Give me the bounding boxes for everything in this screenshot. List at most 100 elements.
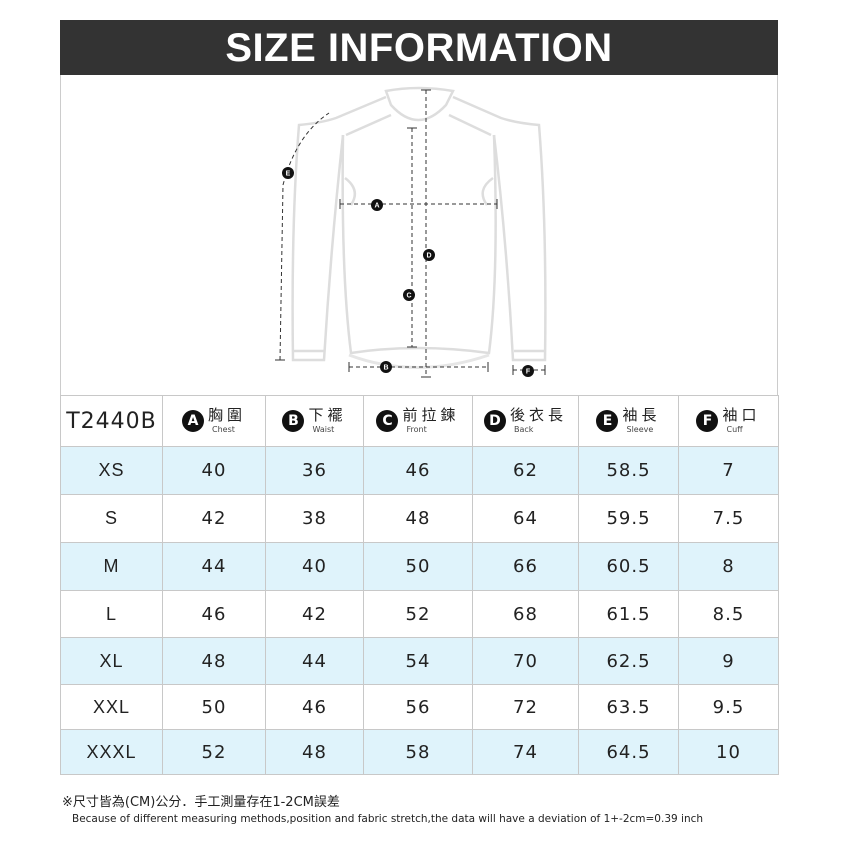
measurement-cell: 38 (265, 494, 364, 543)
measurement-cell: 50 (363, 542, 473, 591)
size-label: XL (60, 637, 163, 685)
model-code: T2440B (60, 395, 163, 447)
measurement-cell: 48 (162, 637, 266, 685)
measurement-cell: 48 (265, 729, 364, 775)
letter-f-icon: F (696, 410, 719, 432)
col-label: 胸圍 (207, 406, 246, 424)
col-cuff: F 袖口 Cuff (678, 395, 779, 447)
measurement-cell: 42 (265, 590, 364, 638)
svg-text:A: A (374, 203, 379, 210)
marker-f: F (522, 365, 534, 377)
col-label: 下襬 (308, 406, 347, 424)
col-sublabel: Back (513, 425, 534, 434)
col-label: 袖口 (722, 406, 761, 424)
col-label: 前拉鍊 (402, 406, 460, 424)
svg-text:C: C (406, 293, 411, 300)
measurement-cell: 50 (162, 684, 266, 730)
measurement-cell: 44 (162, 542, 266, 591)
letter-b-icon: B (282, 410, 305, 432)
measurement-cell: 42 (162, 494, 266, 543)
table-row: L 46 42 52 68 61.5 8.5 (60, 590, 779, 638)
table-row: XXL 50 46 56 72 63.5 9.5 (60, 684, 779, 730)
letter-e-icon: E (596, 410, 619, 432)
svg-text:E: E (286, 171, 291, 178)
measurement-cell: 7 (678, 446, 779, 495)
marker-e: E (282, 167, 294, 179)
jacket-diagram: A B C D E F (60, 75, 778, 395)
measurement-cell: 72 (472, 684, 579, 730)
measurement-cell: 40 (162, 446, 266, 495)
marker-c: C (403, 289, 415, 301)
measurement-cell: 62 (472, 446, 579, 495)
col-sleeve: E 袖長 Sleeve (578, 395, 679, 447)
col-label: 後衣長 (509, 406, 567, 424)
measurement-cell: 52 (162, 729, 266, 775)
svg-text:F: F (526, 369, 531, 376)
letter-c-icon: C (376, 410, 399, 432)
measurement-cell: 7.5 (678, 494, 779, 543)
measurement-cell: 56 (363, 684, 473, 730)
table-row: S 42 38 48 64 59.5 7.5 (60, 494, 779, 543)
measurement-cell: 40 (265, 542, 364, 591)
measurement-cell: 66 (472, 542, 579, 591)
jacket-illustration: A B C D E F (275, 86, 547, 378)
size-table: T2440B A 胸圍 Chest B 下襬 Waist C 前拉鍊 Front D 後衣長 B… (60, 395, 779, 775)
measurement-cell: 8.5 (678, 590, 779, 638)
measurement-cell: 46 (265, 684, 364, 730)
col-sublabel: Sleeve (626, 425, 654, 434)
table-row: XL 48 44 54 70 62.5 9 (60, 637, 779, 685)
note-zh: ※尺寸皆為(CM)公分．手工測量存在1-2CM誤差 (62, 795, 340, 810)
page-title: SIZE INFORMATION (60, 20, 778, 75)
size-label: L (60, 590, 163, 638)
table-header: T2440B A 胸圍 Chest B 下襬 Waist C 前拉鍊 Front D 後衣長 B… (60, 395, 779, 447)
measurement-cell: 59.5 (578, 494, 679, 543)
col-front: C 前拉鍊 Front (363, 395, 473, 447)
note-en: Because of different measuring methods,p… (72, 813, 704, 825)
col-sublabel: Chest (211, 425, 235, 434)
measurement-cell: 48 (363, 494, 473, 543)
col-chest: A 胸圍 Chest (162, 395, 266, 447)
measurement-cell: 58.5 (578, 446, 679, 495)
measurement-cell: 46 (363, 446, 473, 495)
letter-d-icon: D (483, 410, 506, 432)
measurement-cell: 10 (678, 729, 779, 775)
svg-text:B: B (383, 365, 388, 372)
col-label: 袖長 (622, 406, 661, 424)
measurement-cell: 46 (162, 590, 266, 638)
measurement-cell: 58 (363, 729, 473, 775)
measurement-cell: 64 (472, 494, 579, 543)
measurement-cell: 36 (265, 446, 364, 495)
col-sublabel: Waist (312, 425, 335, 434)
measurement-cell: 8 (678, 542, 779, 591)
measurement-cell: 9.5 (678, 684, 779, 730)
size-label: XXL (60, 684, 163, 730)
measurement-cell: 52 (363, 590, 473, 638)
table-row: XS 40 36 46 62 58.5 7 (60, 446, 779, 495)
measurement-cell: 54 (363, 637, 473, 685)
measurement-cell: 63.5 (578, 684, 679, 730)
col-waist: B 下襬 Waist (265, 395, 364, 447)
measurement-cell: 74 (472, 729, 579, 775)
marker-d: D (423, 249, 435, 261)
measurement-cell: 61.5 (578, 590, 679, 638)
size-label: XXXL (60, 729, 163, 775)
measurement-cell: 62.5 (578, 637, 679, 685)
measurement-cell: 64.5 (578, 729, 679, 775)
measurement-cell: 68 (472, 590, 579, 638)
svg-text:D: D (426, 253, 431, 260)
table-row: M 44 40 50 66 60.5 8 (60, 542, 779, 591)
measurement-cell: 70 (472, 637, 579, 685)
marker-b: B (380, 361, 392, 373)
col-back: D 後衣長 Back (472, 395, 579, 447)
col-sublabel: Cuff (726, 425, 743, 434)
measurement-cell: 44 (265, 637, 364, 685)
marker-a: A (371, 199, 383, 211)
table-row: XXXL 52 48 58 74 64.5 10 (60, 729, 779, 775)
col-sublabel: Front (406, 425, 427, 434)
size-label: XS (60, 446, 163, 495)
size-label: M (60, 542, 163, 591)
size-label: S (60, 494, 163, 543)
measurement-cell: 60.5 (578, 542, 679, 591)
letter-a-icon: A (181, 410, 204, 432)
measurement-cell: 9 (678, 637, 779, 685)
